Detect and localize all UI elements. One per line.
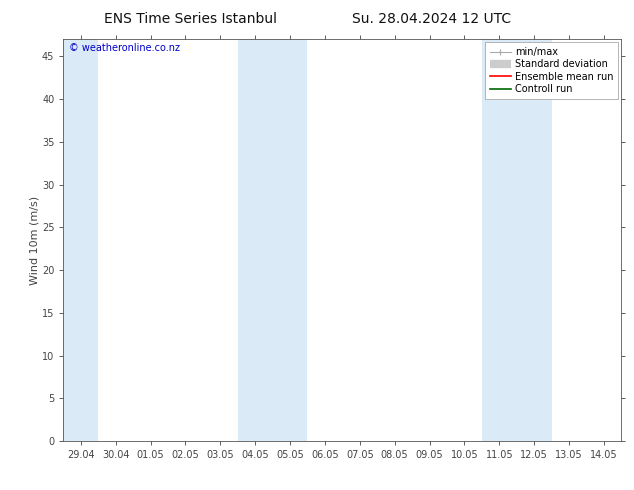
Text: Su. 28.04.2024 12 UTC: Su. 28.04.2024 12 UTC (352, 12, 510, 26)
Y-axis label: Wind 10m (m/s): Wind 10m (m/s) (29, 196, 39, 285)
Text: © weatheronline.co.nz: © weatheronline.co.nz (69, 43, 180, 53)
Bar (238, 39, 307, 441)
Bar (482, 39, 552, 441)
Legend: min/max, Standard deviation, Ensemble mean run, Controll run: min/max, Standard deviation, Ensemble me… (485, 42, 618, 99)
Bar (63, 39, 98, 441)
Text: ENS Time Series Istanbul: ENS Time Series Istanbul (104, 12, 276, 26)
